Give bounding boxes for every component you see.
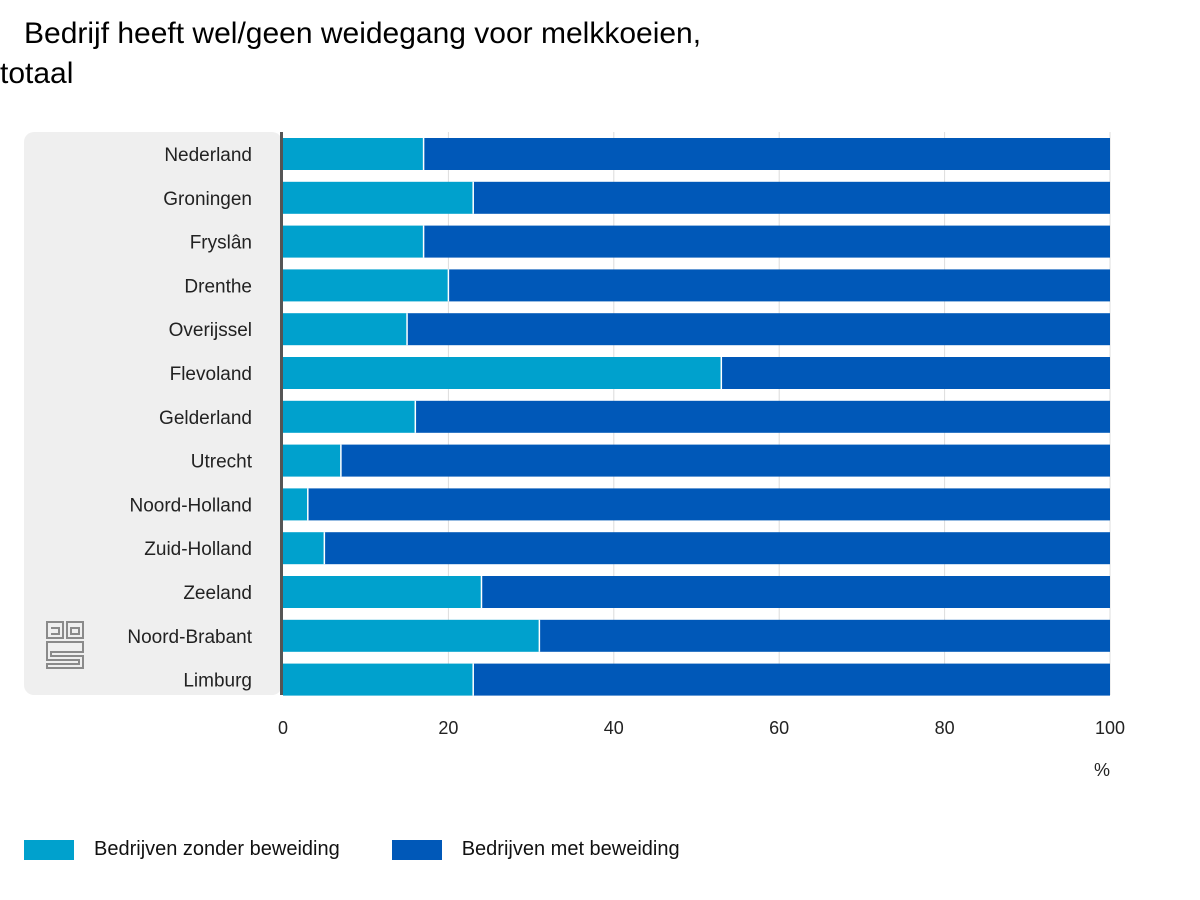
x-tick-label: 80 bbox=[935, 718, 955, 738]
bar-met-noord-holland bbox=[307, 488, 1110, 521]
bar-met-overijssel bbox=[407, 313, 1110, 346]
legend-label-zonder: Bedrijven zonder beweiding bbox=[94, 838, 340, 860]
bar-met-groningen bbox=[473, 181, 1111, 214]
bar-zonder-utrecht bbox=[283, 444, 341, 477]
bar-zonder-overijssel bbox=[283, 313, 408, 346]
bar-met-gelderland bbox=[415, 400, 1110, 433]
category-label: Fryslân bbox=[190, 233, 252, 254]
bar-met-limburg bbox=[473, 663, 1111, 696]
category-label: Zuid-Holland bbox=[144, 539, 252, 560]
bar-zonder-noord-brabant bbox=[283, 619, 540, 652]
category-label: Noord-Holland bbox=[129, 495, 252, 516]
chart-title-line-2: totaal bbox=[0, 57, 74, 90]
bar-met-flevoland bbox=[721, 357, 1110, 389]
legend-swatch-zonder bbox=[24, 839, 74, 860]
category-panel-background bbox=[24, 132, 282, 695]
bars bbox=[283, 138, 1111, 696]
bar-zonder-groningen bbox=[283, 181, 474, 214]
bar-zonder-gelderland bbox=[283, 400, 416, 433]
bar-zonder-zuid-holland bbox=[283, 532, 325, 565]
bar-zonder-limburg bbox=[283, 663, 474, 696]
category-label: Flevoland bbox=[170, 364, 252, 385]
bar-met-utrecht bbox=[340, 444, 1110, 477]
x-unit-label: % bbox=[1094, 760, 1110, 780]
bar-zonder-nederland bbox=[283, 138, 424, 170]
category-label: Groningen bbox=[163, 189, 252, 210]
bar-zonder-drenthe bbox=[283, 269, 449, 302]
bar-met-frysl-n bbox=[423, 225, 1111, 258]
chart-title-line-1: Bedrijf heeft wel/geen weidegang voor me… bbox=[24, 17, 702, 50]
legend-item-zonder: Bedrijven zonder beweiding bbox=[24, 838, 340, 861]
category-label: Zeeland bbox=[183, 583, 252, 604]
bar-met-zuid-holland bbox=[324, 532, 1111, 565]
category-label: Drenthe bbox=[184, 276, 252, 297]
legend-label-met: Bedrijven met beweiding bbox=[461, 838, 680, 860]
bar-met-noord-brabant bbox=[539, 619, 1110, 652]
legend: Bedrijven zonder beweiding Bedrijven met… bbox=[24, 838, 732, 861]
category-label: Limburg bbox=[183, 671, 252, 692]
category-labels: Nederland Groningen Fryslân Drenthe Overijss… bbox=[127, 145, 252, 692]
legend-item-met: Bedrijven met beweiding bbox=[391, 838, 680, 861]
bar-met-drenthe bbox=[448, 269, 1110, 302]
bar-met-zeeland bbox=[481, 576, 1111, 608]
category-label: Nederland bbox=[164, 145, 252, 166]
x-tick-labels: 0 20 40 60 80 100 bbox=[278, 718, 1125, 738]
category-label: Overijssel bbox=[169, 320, 252, 341]
bar-chart: Nederland Groningen Fryslân Drenthe Overijss… bbox=[24, 132, 1125, 780]
chart-title: Bedrijf heeft wel/geen weidegang voor me… bbox=[0, 14, 820, 94]
x-tick-label: 60 bbox=[769, 718, 789, 738]
bar-met-nederland bbox=[423, 138, 1111, 170]
x-tick-label: 100 bbox=[1095, 718, 1125, 738]
bar-zonder-frysl-n bbox=[283, 225, 424, 258]
category-label: Utrecht bbox=[191, 452, 253, 473]
bar-zonder-flevoland bbox=[283, 357, 722, 389]
x-tick-label: 40 bbox=[604, 718, 624, 738]
bar-zonder-noord-holland bbox=[283, 488, 308, 521]
category-label: Noord-Brabant bbox=[127, 627, 252, 648]
category-label: Gelderland bbox=[159, 408, 252, 429]
x-tick-label: 0 bbox=[278, 718, 288, 738]
legend-swatch-met bbox=[391, 839, 442, 860]
bar-zonder-zeeland bbox=[283, 576, 482, 608]
cbs-logo bbox=[46, 621, 84, 669]
x-tick-label: 20 bbox=[438, 718, 458, 738]
